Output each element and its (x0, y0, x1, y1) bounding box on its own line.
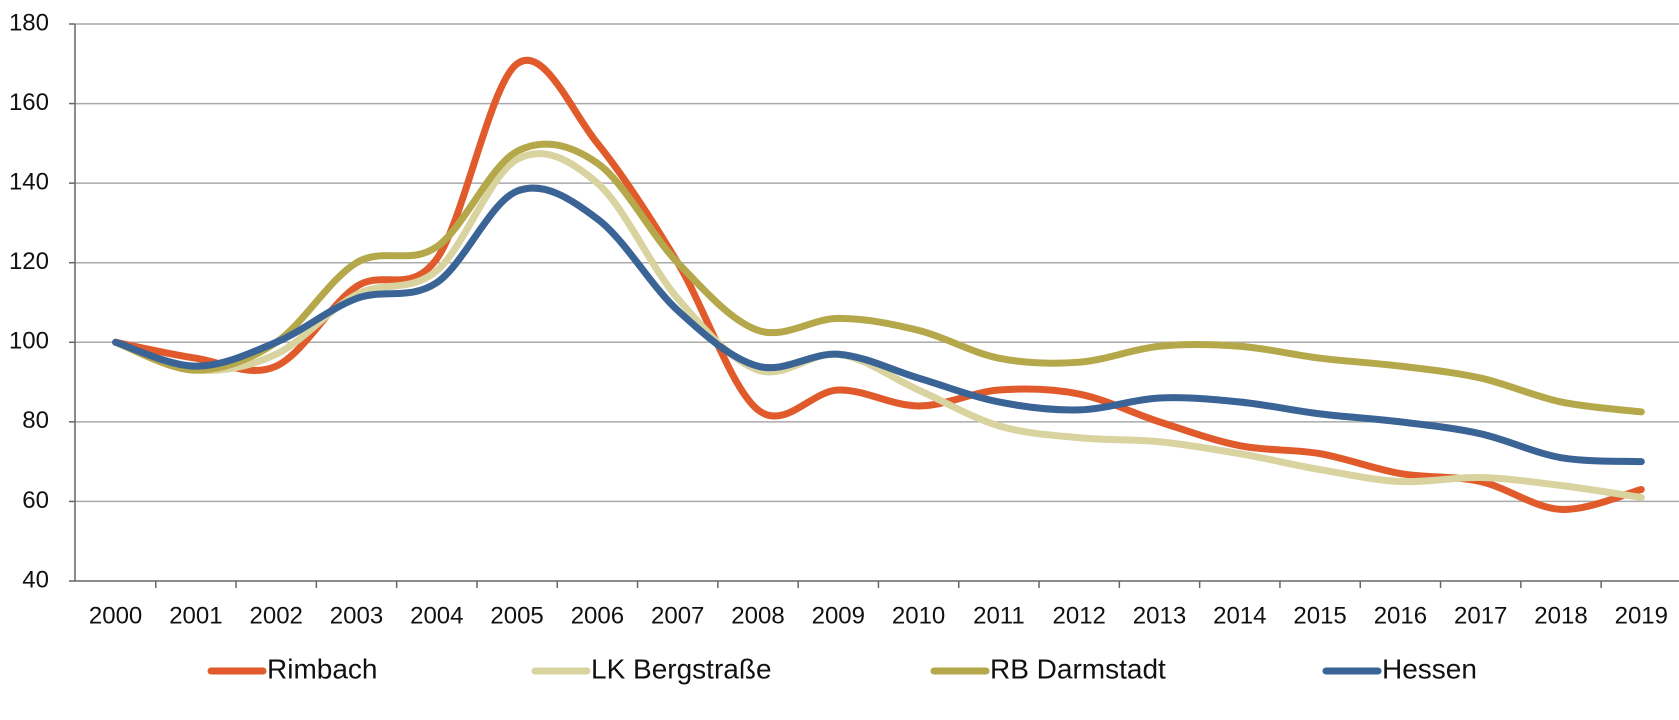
y-tick-label: 140 (9, 168, 49, 195)
legend-label: RB Darmstadt (990, 653, 1166, 684)
series-line (112, 57, 1645, 513)
x-tick-label: 2003 (330, 602, 383, 629)
y-tick-label: 180 (9, 9, 49, 36)
legend-label: LK Bergstraße (591, 653, 772, 684)
x-tick-label: 2010 (892, 602, 945, 629)
x-tick-label: 2007 (651, 602, 704, 629)
x-tick-label: 2008 (731, 602, 784, 629)
x-tick-label: 2019 (1615, 602, 1668, 629)
x-tick-label: 2009 (812, 602, 865, 629)
y-tick-label: 100 (9, 328, 49, 355)
x-tick-label: 2004 (410, 602, 463, 629)
x-tick-label: 2014 (1213, 602, 1266, 629)
x-tick-label: 2015 (1293, 602, 1346, 629)
y-tick-label: 60 (22, 487, 49, 514)
x-tick-label: 2012 (1053, 602, 1106, 629)
y-tick-label: 120 (9, 248, 49, 275)
y-tick-label: 80 (22, 407, 49, 434)
legend-label: Rimbach (267, 653, 377, 684)
x-tick-label: 2002 (250, 602, 303, 629)
x-tick-label: 2016 (1374, 602, 1427, 629)
x-tick-label: 2013 (1133, 602, 1186, 629)
y-tick-label: 160 (9, 89, 49, 116)
legend-label: Hessen (1382, 653, 1477, 684)
x-tick-label: 2000 (89, 602, 142, 629)
x-tick-label: 2001 (169, 602, 222, 629)
x-tick-label: 2017 (1454, 602, 1507, 629)
x-tick-label: 2006 (571, 602, 624, 629)
series-line (112, 140, 1645, 416)
x-tick-label: 2018 (1534, 602, 1587, 629)
series-line (112, 184, 1645, 466)
x-tick-label: 2005 (490, 602, 543, 629)
x-tick-label: 2011 (973, 602, 1025, 629)
y-tick-label: 40 (22, 566, 49, 593)
